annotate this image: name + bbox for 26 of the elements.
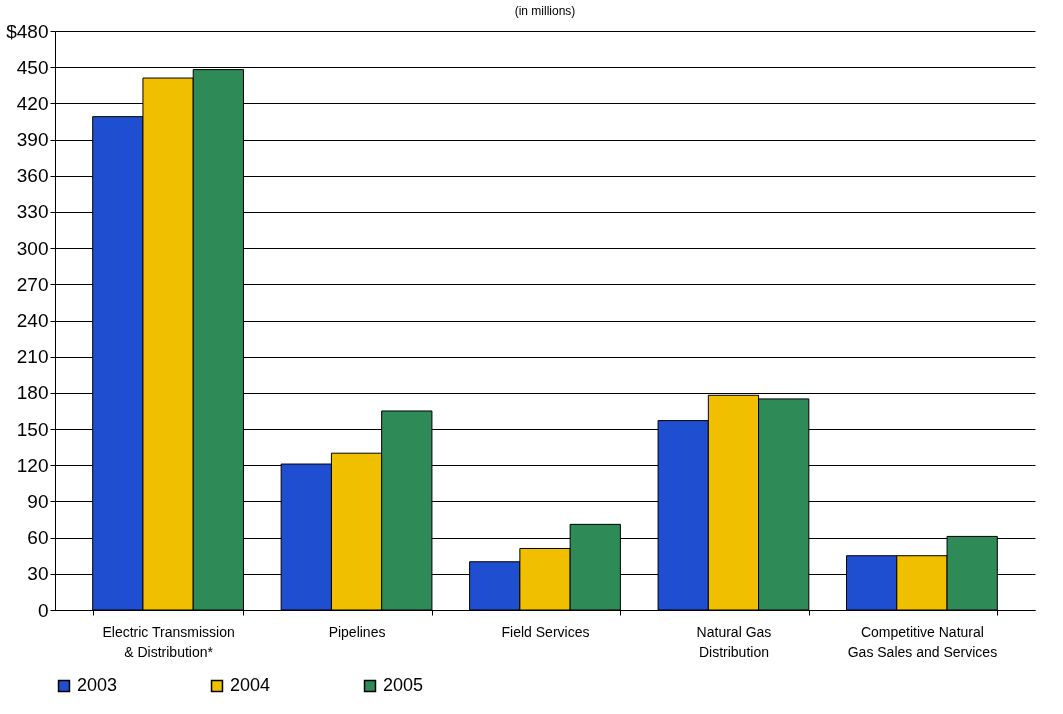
y-tick-label: 90 [27, 490, 49, 512]
x-tick-label: Competitive Natural Gas Sales and Services [847, 623, 998, 660]
y-tick-label: 240 [16, 310, 49, 331]
x-tick-label: Natural Gas Distribution [696, 623, 772, 660]
legend-label: 2003 [77, 675, 118, 695]
legend-label: 2004 [230, 675, 271, 695]
y-tick-label: $480 [6, 20, 49, 42]
y-tick-label: 300 [16, 237, 49, 259]
y-tick-label: 30 [27, 563, 49, 585]
y-tick-label: 330 [16, 201, 49, 223]
x-tick-label: Electric Transmission & Distribution* [102, 623, 235, 660]
y-tick-label: 390 [16, 129, 49, 151]
y-tick-label: 420 [16, 92, 49, 114]
y-tick-label: 0 [37, 599, 49, 621]
y-tick-label: 180 [16, 382, 49, 404]
y-tick-label: 60 [27, 527, 49, 549]
x-tick-label: Field Services [501, 623, 590, 640]
chart-title: (in millions) [514, 4, 576, 18]
x-tick-label: Pipelines [328, 623, 386, 640]
y-tick-label: 210 [16, 346, 49, 368]
y-tick-label: 450 [16, 56, 49, 78]
y-tick-label: 360 [16, 165, 49, 187]
y-tick-label: 120 [16, 454, 49, 476]
legend-label: 2005 [383, 675, 424, 695]
y-tick-label: 150 [16, 418, 49, 440]
y-tick-label: 270 [16, 273, 49, 295]
